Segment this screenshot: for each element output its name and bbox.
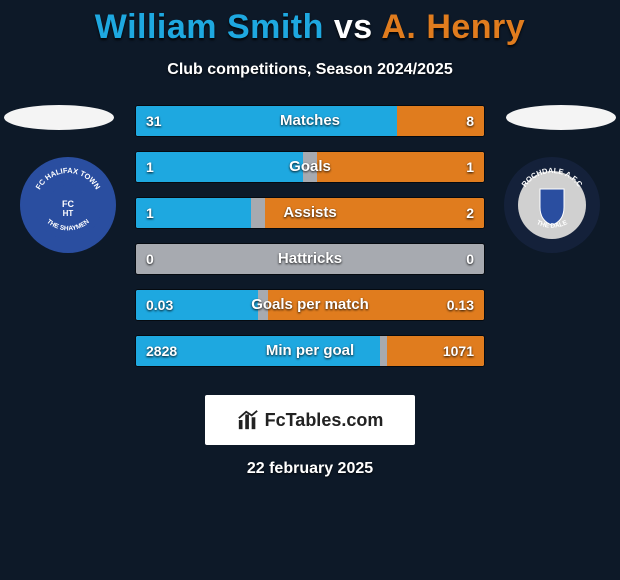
stat-row: 11Goals <box>135 151 485 183</box>
logo-text: FcTables.com <box>265 410 384 431</box>
svg-text:HT: HT <box>63 209 74 218</box>
flag-right <box>506 105 616 130</box>
stat-row: 12Assists <box>135 197 485 229</box>
subtitle: Club competitions, Season 2024/2025 <box>0 61 620 79</box>
stat-row: 0.030.13Goals per match <box>135 289 485 321</box>
stat-label: Assists <box>136 198 484 228</box>
stats-bars: 318Matches 11Goals 12Assists 00Hattricks 0.0… <box>135 105 485 381</box>
date-text: 22 february 2025 <box>0 460 620 478</box>
stat-row: 28281071Min per goal <box>135 335 485 367</box>
stat-label: Goals <box>136 152 484 182</box>
chart-icon <box>237 409 259 431</box>
stat-label: Matches <box>136 106 484 136</box>
stat-label: Min per goal <box>136 336 484 366</box>
club-badge-left: FC HT FC HALIFAX TOWN THE SHAYMEN <box>18 155 118 255</box>
flag-left <box>4 105 114 130</box>
fctables-logo: FcTables.com <box>205 395 415 445</box>
stat-row: 00Hattricks <box>135 243 485 275</box>
stat-row: 318Matches <box>135 105 485 137</box>
comparison-title: William Smith vs A. Henry <box>0 0 620 47</box>
player1-name: William Smith <box>95 8 324 46</box>
svg-text:FC: FC <box>62 199 74 209</box>
vs-text: vs <box>334 8 373 46</box>
halifax-badge-icon: FC HT FC HALIFAX TOWN THE SHAYMEN <box>18 155 118 255</box>
player2-name: A. Henry <box>381 8 525 46</box>
club-badge-right: ROCHDALE A.F.C THE DALE <box>502 155 602 255</box>
stat-label: Hattricks <box>136 244 484 274</box>
rochdale-badge-icon: ROCHDALE A.F.C THE DALE <box>502 155 602 255</box>
stat-label: Goals per match <box>136 290 484 320</box>
